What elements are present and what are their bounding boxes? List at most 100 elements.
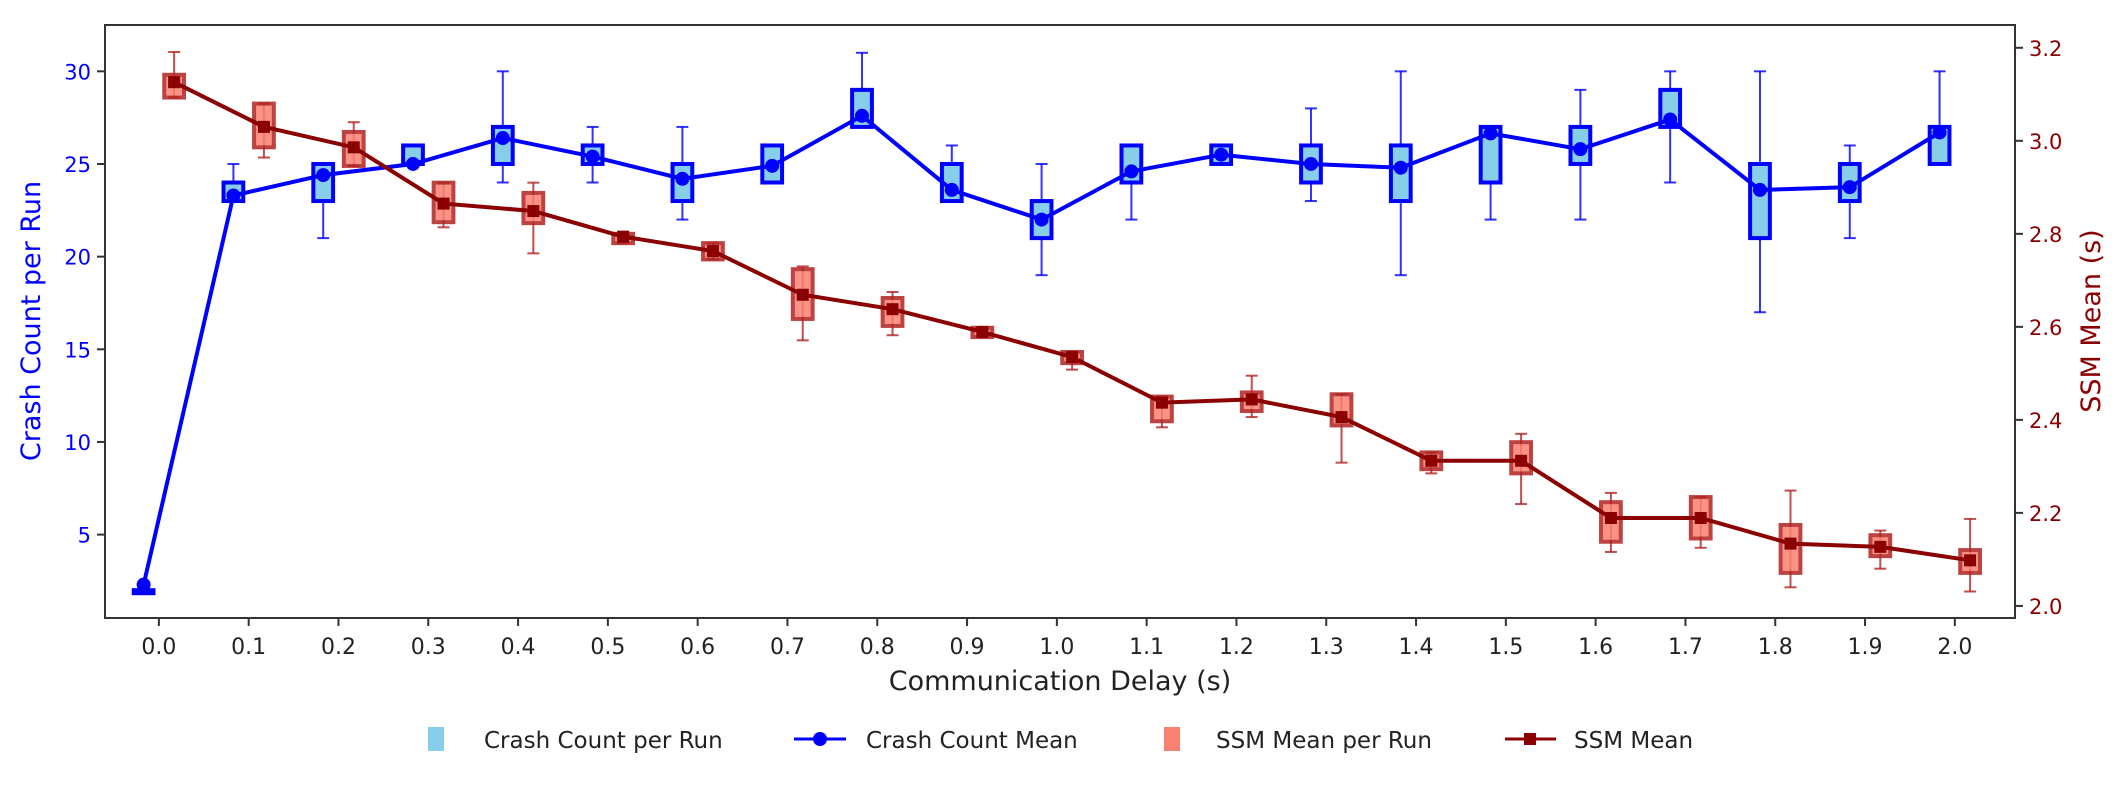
mean-point [1483, 126, 1498, 141]
mean-point [796, 288, 809, 301]
mean-point [1335, 411, 1348, 424]
mean-point [675, 171, 690, 186]
mean-point [1034, 212, 1049, 227]
mean-point [1874, 540, 1887, 553]
left-y-tick-label: 10 [64, 431, 91, 455]
x-tick-label: 1.6 [1578, 635, 1613, 660]
mean-point [1784, 537, 1797, 550]
mean-point [944, 182, 959, 197]
box-crash-count-per-run [1478, 124, 1503, 221]
x-tick-label: 0.8 [860, 635, 895, 660]
x-tick-label: 1.1 [1129, 635, 1164, 660]
left-y-tick-label: 25 [64, 153, 91, 177]
x-tick-label: 1.2 [1219, 635, 1254, 660]
mean-point [257, 120, 270, 133]
box-ssm-mean-per-run [162, 50, 187, 100]
x-tick-label: 0.1 [231, 635, 266, 660]
mean-point [1515, 454, 1528, 467]
legend-swatch-crash-count-per-run [428, 727, 444, 751]
x-tick-label: 1.3 [1309, 635, 1344, 660]
mean-point [1245, 393, 1258, 406]
mean-point [1066, 351, 1079, 364]
right-y-axis: 2.0 2.2 2.4 2.6 2.8 3.0 3.2 [2015, 37, 2062, 619]
x-tick-label: 0.4 [501, 635, 536, 660]
x-tick-label: 2.0 [1937, 635, 1972, 660]
box-ssm-mean-per-run [1509, 432, 1533, 506]
right-y-tick-label: 3.0 [2029, 130, 2062, 154]
mean-point [1573, 142, 1588, 157]
x-tick-label: 0.5 [590, 635, 625, 660]
x-tick-label: 0.3 [411, 635, 446, 660]
mean-point [1425, 454, 1438, 467]
mean-point [1214, 147, 1229, 162]
legend-label-crash-count-mean: Crash Count Mean [866, 728, 1078, 754]
right-y-tick-label: 2.2 [2029, 502, 2062, 526]
left-y-tick-label: 15 [64, 338, 91, 362]
legend-label-ssm-mean-per-run: SSM Mean per Run [1216, 728, 1432, 754]
left-y-tick-label: 20 [64, 246, 91, 270]
mean-point [617, 230, 630, 243]
x-axis-label: Communication Delay (s) [889, 666, 1232, 697]
mean-point [1694, 512, 1707, 525]
x-tick-label: 1.4 [1399, 635, 1434, 660]
left-y-tick-label: 5 [78, 524, 91, 548]
x-tick-label: 0.2 [321, 635, 356, 660]
mean-point [854, 108, 869, 123]
left-y-tick-label: 30 [64, 60, 91, 84]
x-tick-label: 1.8 [1758, 635, 1793, 660]
right-y-tick-label: 2.4 [2029, 409, 2062, 433]
x-tick-label: 1.0 [1039, 635, 1074, 660]
legend-swatch-ssm-mean-per-run [1164, 727, 1180, 751]
legend-label-crash-count-per-run: Crash Count per Run [484, 728, 723, 754]
mean-point [1604, 512, 1617, 525]
box-crash-count-per-run [1299, 107, 1323, 203]
left-y-axis: 5 10 15 20 25 30 [64, 60, 105, 548]
mean-point [1393, 160, 1408, 175]
box-ssm-mean-per-run [1329, 392, 1354, 464]
mean-point [706, 245, 719, 258]
right-y-tick-label: 3.2 [2029, 37, 2062, 61]
right-y-tick-label: 2.0 [2029, 595, 2062, 619]
mean-point [226, 188, 241, 203]
mean-point [1124, 164, 1139, 179]
legend-label-ssm-mean: SSM Mean [1574, 728, 1693, 754]
box-crash-count-per-run [490, 70, 515, 184]
left-y-axis-label: Crash Count per Run [16, 181, 47, 461]
x-tick-label: 0.6 [680, 635, 715, 660]
legend-line-ssm-mean [1505, 733, 1556, 745]
box-ssm-mean-per-run [341, 121, 366, 168]
box [1748, 161, 1772, 241]
legend-line-crash-count-mean [794, 732, 846, 746]
mean-point [1932, 125, 1947, 140]
x-tick-label: 0.7 [770, 635, 805, 660]
right-y-tick-label: 2.6 [2029, 316, 2062, 340]
mean-point [1752, 182, 1767, 197]
mean-point [527, 205, 540, 218]
box-ssm-mean-per-run [790, 265, 815, 342]
right-y-tick-label: 2.8 [2029, 223, 2062, 247]
mean-point [316, 168, 331, 183]
mean-point [406, 156, 421, 171]
mean-point [168, 76, 181, 89]
mean-point [886, 303, 899, 316]
box-crash-count-per-run [1927, 70, 1952, 166]
mean-point [585, 149, 600, 164]
mean-point [976, 325, 989, 338]
mean-point [1663, 112, 1678, 127]
x-tick-label: 0.0 [141, 635, 176, 660]
right-y-axis-label: SSM Mean (s) [2076, 229, 2107, 412]
x-tick-label: 1.7 [1668, 635, 1703, 660]
mean-point [495, 131, 510, 146]
mean-point [136, 577, 151, 592]
x-tick-label: 1.5 [1488, 635, 1523, 660]
x-tick-label: 1.9 [1848, 635, 1883, 660]
box-crash-count-per-run [1119, 143, 1144, 221]
mean-point [347, 141, 360, 154]
mean-point [765, 158, 780, 173]
plot-frame [104, 24, 2016, 619]
mean-point [1964, 554, 1977, 567]
plot-marks [131, 50, 1982, 596]
x-tick-label: 0.9 [950, 635, 985, 660]
mean-point [1155, 396, 1168, 409]
